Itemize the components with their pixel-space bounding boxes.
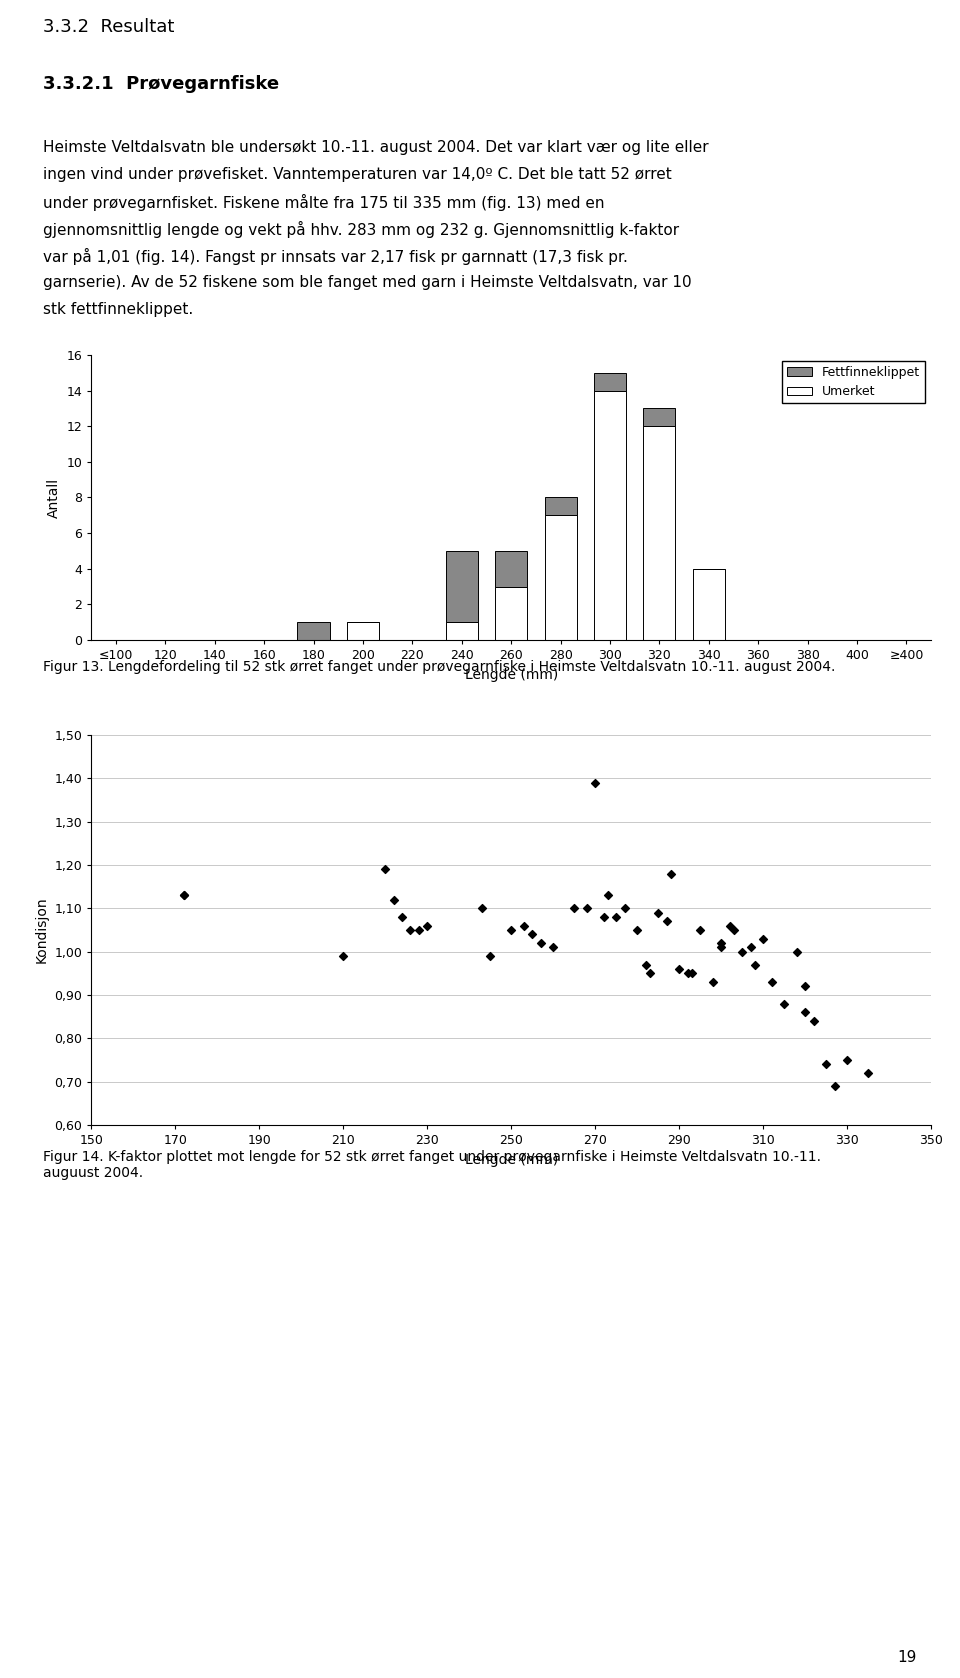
Point [777,990,792,1017]
Point [806,1007,822,1034]
Point [722,913,737,940]
Point [630,916,645,943]
Point [617,894,633,921]
Text: stk fettfinneklippet.: stk fettfinneklippet. [43,302,194,317]
Point [659,908,674,935]
Text: var på 1,01 (fig. 14). Fangst pr innsats var 2,17 fisk pr garnnatt (17,3 fisk pr: var på 1,01 (fig. 14). Fangst pr innsats… [43,248,628,265]
Bar [445,623,478,639]
Bar [594,373,626,391]
Point [336,943,351,970]
Point [747,951,762,978]
Point [789,938,804,965]
Text: 19: 19 [898,1649,917,1665]
Bar [544,515,577,639]
Text: 3.3.2.1  Prøvegarnfiske: 3.3.2.1 Prøvegarnfiske [43,76,279,92]
Point [386,886,401,913]
Point [756,925,771,951]
Point [713,930,729,956]
Y-axis label: Antall: Antall [47,478,60,517]
Point [637,951,653,978]
Text: 3.3.2  Resultat: 3.3.2 Resultat [43,18,175,35]
Y-axis label: Kondisjon: Kondisjon [35,896,49,963]
Point [377,856,393,883]
X-axis label: Lengde (mm): Lengde (mm) [465,1153,558,1166]
Point [734,938,750,965]
Bar [347,623,379,639]
Point [743,935,758,961]
Bar [693,569,725,639]
Point [533,930,548,956]
Point [588,769,603,795]
Text: under prøvegarnfisket. Fiskene målte fra 175 til 335 mm (fig. 13) med en: under prøvegarnfisket. Fiskene målte fra… [43,195,605,211]
Text: ingen vind under prøvefisket. Vanntemperaturen var 14,0º C. Det ble tatt 52 ørre: ingen vind under prøvefisket. Vanntemper… [43,168,672,181]
Point [839,1047,854,1074]
Point [579,894,594,921]
Bar [544,497,577,515]
Legend: Fettfinneklippet, Umerket: Fettfinneklippet, Umerket [781,361,924,403]
Bar [643,408,676,426]
Point [713,935,729,961]
Point [680,960,695,987]
Point [411,916,426,943]
Point [483,943,498,970]
Bar [495,587,527,639]
Point [684,960,700,987]
Point [726,916,741,943]
Bar [643,426,676,639]
Point [176,883,191,909]
Point [860,1059,876,1086]
Bar [594,391,626,639]
Point [600,883,615,909]
Text: Figur 14. K-faktor plottet mot lengde for 52 stk ørret fanget under prøvegarnfis: Figur 14. K-faktor plottet mot lengde fo… [43,1149,821,1180]
Text: Figur 13. Lengdefordeling til 52 stk ørret fanget under prøvegarnfiske i Heimste: Figur 13. Lengdefordeling til 52 stk ørr… [43,659,835,675]
Point [596,903,612,930]
Point [798,973,813,1000]
Point [642,960,658,987]
Point [671,955,686,982]
Point [609,903,624,930]
Point [176,883,191,909]
Point [420,913,435,940]
Point [798,998,813,1025]
Point [764,968,780,995]
Point [692,916,708,943]
Bar [298,623,329,639]
Bar [495,550,527,587]
Text: garnserie). Av de 52 fiskene som ble fanget med garn i Heimste Veltdalsvatn, var: garnserie). Av de 52 fiskene som ble fan… [43,275,692,290]
Point [516,913,532,940]
Point [663,861,679,888]
Point [545,935,561,961]
Point [403,916,419,943]
Point [566,894,582,921]
Point [474,894,490,921]
Point [819,1050,834,1077]
Point [705,968,720,995]
Bar [445,550,478,623]
Text: Heimste Veltdalsvatn ble undersøkt 10.-11. august 2004. Det var klart vær og lit: Heimste Veltdalsvatn ble undersøkt 10.-1… [43,139,708,154]
Point [395,903,410,930]
Point [503,916,518,943]
Point [827,1072,842,1099]
Point [524,921,540,948]
Text: gjennomsnittlig lengde og vekt på hhv. 283 mm og 232 g. Gjennomsnittlig k-faktor: gjennomsnittlig lengde og vekt på hhv. 2… [43,221,680,238]
X-axis label: Lengde (mm): Lengde (mm) [465,668,558,681]
Point [651,899,666,926]
